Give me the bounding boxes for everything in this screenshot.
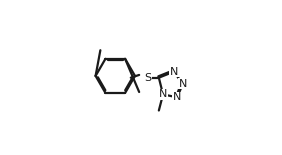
Text: N: N [173,92,182,102]
Text: N: N [159,89,167,99]
Text: N: N [179,79,187,89]
Text: N: N [169,67,178,77]
Text: S: S [144,73,151,83]
